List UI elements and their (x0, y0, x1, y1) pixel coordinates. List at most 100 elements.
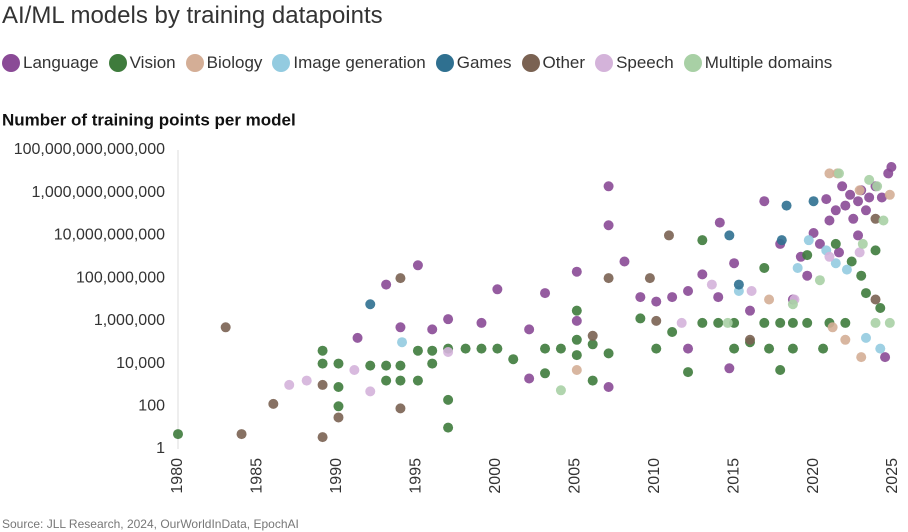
point (571, 334, 582, 345)
legend-swatch (683, 54, 702, 72)
point (333, 381, 344, 392)
point (667, 327, 678, 338)
chart-title: AI/ML models by training datapoints (2, 2, 383, 29)
point (833, 247, 844, 258)
point (663, 230, 674, 241)
point (724, 363, 735, 374)
point (787, 343, 798, 354)
point (651, 343, 662, 354)
legend-item: Biology (185, 53, 263, 73)
point (814, 238, 825, 249)
legend-label: Multiple domains (704, 53, 833, 72)
point (555, 385, 566, 396)
legend-swatch (185, 54, 204, 72)
point (853, 230, 864, 241)
point (349, 365, 360, 376)
point (236, 429, 247, 440)
point (571, 350, 582, 361)
point (412, 345, 423, 356)
point (540, 288, 551, 299)
x-tick-label: 2015 (725, 458, 742, 494)
point (412, 375, 423, 386)
point (876, 192, 887, 203)
point (722, 317, 733, 328)
y-axis-title: Number of training points per model (2, 110, 296, 129)
point (395, 360, 406, 371)
point (381, 360, 392, 371)
point (854, 185, 865, 196)
point (603, 220, 614, 231)
point (824, 168, 835, 179)
point (808, 227, 819, 238)
legend-item: Other (521, 53, 585, 73)
point (787, 299, 798, 310)
x-tick-label: 2000 (487, 458, 504, 494)
point (875, 302, 886, 313)
point (854, 247, 865, 258)
point (635, 292, 646, 303)
point (792, 262, 803, 273)
point (540, 368, 551, 379)
point (651, 315, 662, 326)
point (713, 292, 724, 303)
point (317, 345, 328, 356)
point (775, 317, 786, 328)
source: Source: JLL Research, 2024, OurWorldInDa… (2, 517, 299, 531)
point (860, 205, 871, 216)
point (870, 213, 881, 224)
x-tick-label: 2005 (566, 458, 583, 494)
point (870, 294, 881, 305)
point (508, 354, 519, 365)
point (540, 343, 551, 354)
point (845, 189, 856, 200)
point (878, 215, 889, 226)
point (884, 189, 895, 200)
x-tick-label: 2010 (646, 458, 663, 494)
point (808, 196, 819, 207)
point (395, 273, 406, 284)
point (864, 174, 875, 185)
point (872, 181, 883, 192)
point (603, 273, 614, 284)
point (317, 379, 328, 390)
point (837, 181, 848, 192)
point (853, 196, 864, 207)
point (317, 358, 328, 369)
point (864, 192, 875, 203)
x-tick-label: 1990 (328, 458, 345, 494)
point (846, 256, 857, 267)
x-tick-label: 1980 (169, 458, 186, 494)
y-tick-label: 1 (156, 440, 165, 457)
point (848, 213, 859, 224)
point (173, 429, 183, 440)
legend: Language Vision Biology Image generation Gam… (2, 53, 832, 73)
legend-item: Vision (108, 53, 176, 73)
point (775, 365, 786, 376)
legend-label: Biology (206, 53, 263, 72)
legend-label: Image generation (293, 53, 426, 72)
point (268, 398, 279, 409)
point (724, 230, 735, 241)
legend-item: Speech (595, 53, 674, 73)
point (745, 305, 755, 316)
point (603, 181, 614, 192)
point (683, 286, 694, 297)
point (443, 314, 454, 325)
point (412, 260, 423, 271)
point (781, 200, 792, 211)
point (476, 317, 487, 328)
point (395, 322, 406, 333)
legend-swatch (435, 54, 454, 72)
point (764, 294, 775, 305)
legend-item: Multiple domains (683, 53, 833, 73)
legend-label: Language (23, 53, 99, 72)
y-tick-label: 1,000,000 (94, 312, 165, 329)
point (443, 422, 454, 433)
point (840, 200, 851, 211)
point (397, 337, 408, 348)
point (603, 381, 614, 392)
point (821, 194, 832, 205)
point (587, 330, 598, 341)
